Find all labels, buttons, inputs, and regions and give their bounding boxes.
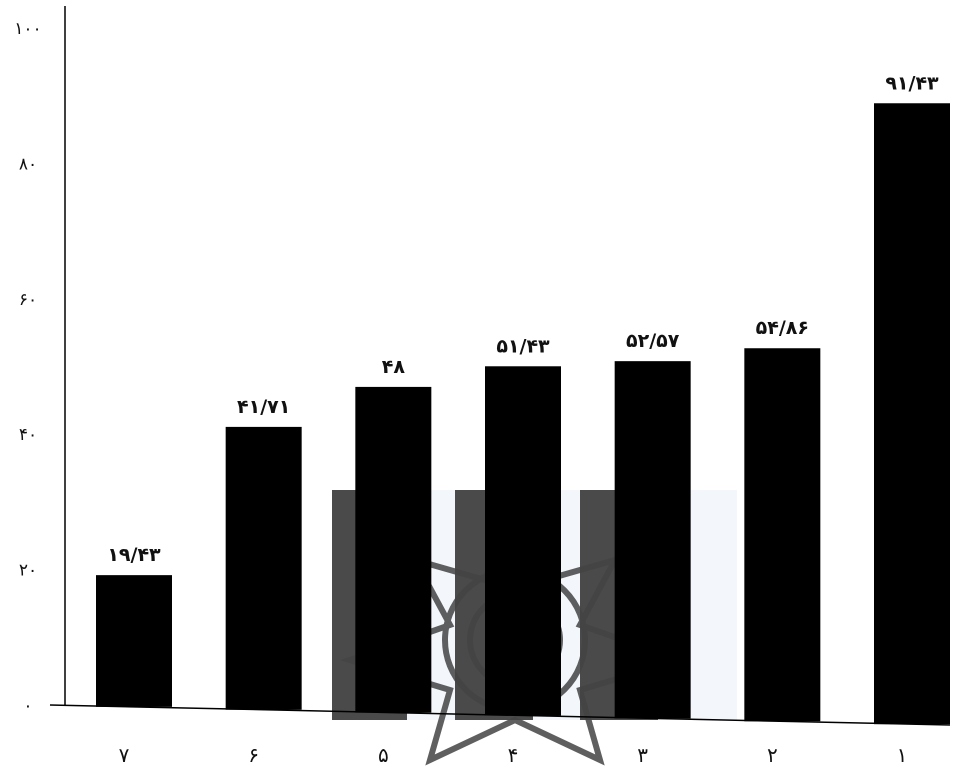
y-tick-label: ۰ xyxy=(23,696,32,716)
bar xyxy=(744,348,821,722)
data-label: ۵۴/۸۶ xyxy=(756,317,809,339)
data-label: ۵۱/۴۳ xyxy=(496,335,550,357)
bar xyxy=(874,103,950,725)
data-labels: ۱۹/۴۳ ۷ ۴۱/۷۱ ۶ ۴۸ ۵ ۵۱/۴۳ ۴ ۵۲/۵۷ ۳ ۵۴/۸۶ ۲ ۹۱/۴۳ ۱ xyxy=(107,72,939,767)
y-tick-label: ۴۰ xyxy=(19,425,37,445)
x-tick-label: ۷ xyxy=(119,743,130,767)
data-label: ۴۱/۷۱ xyxy=(237,396,290,418)
data-label: ۴۸ xyxy=(382,356,406,378)
y-tick-label: ۸۰ xyxy=(19,154,37,174)
x-tick-label: ۴ xyxy=(508,743,519,767)
axes: ۰ ۲۰ ۴۰ ۶۰ ۸۰ ۱۰۰ xyxy=(14,6,951,726)
data-label: ۹۱/۴۳ xyxy=(885,72,939,94)
data-label: ۵۲/۵۷ xyxy=(626,330,680,352)
bars xyxy=(96,103,950,725)
bar xyxy=(614,361,691,719)
bar xyxy=(96,575,172,707)
y-tick-label: ۲۰ xyxy=(19,561,37,581)
bar xyxy=(355,386,432,713)
bar xyxy=(485,366,561,716)
y-tick-label: ۶۰ xyxy=(19,290,37,310)
data-label: ۱۹/۴۳ xyxy=(107,544,161,566)
x-tick-label: ۵ xyxy=(378,743,389,767)
x-tick-label: ۶ xyxy=(248,743,259,767)
bar xyxy=(225,426,302,710)
x-tick-label: ۲ xyxy=(767,743,778,767)
x-tick-label: ۱ xyxy=(897,743,908,767)
x-tick-label: ۳ xyxy=(637,743,648,767)
y-tick-label: ۱۰۰ xyxy=(14,19,41,39)
